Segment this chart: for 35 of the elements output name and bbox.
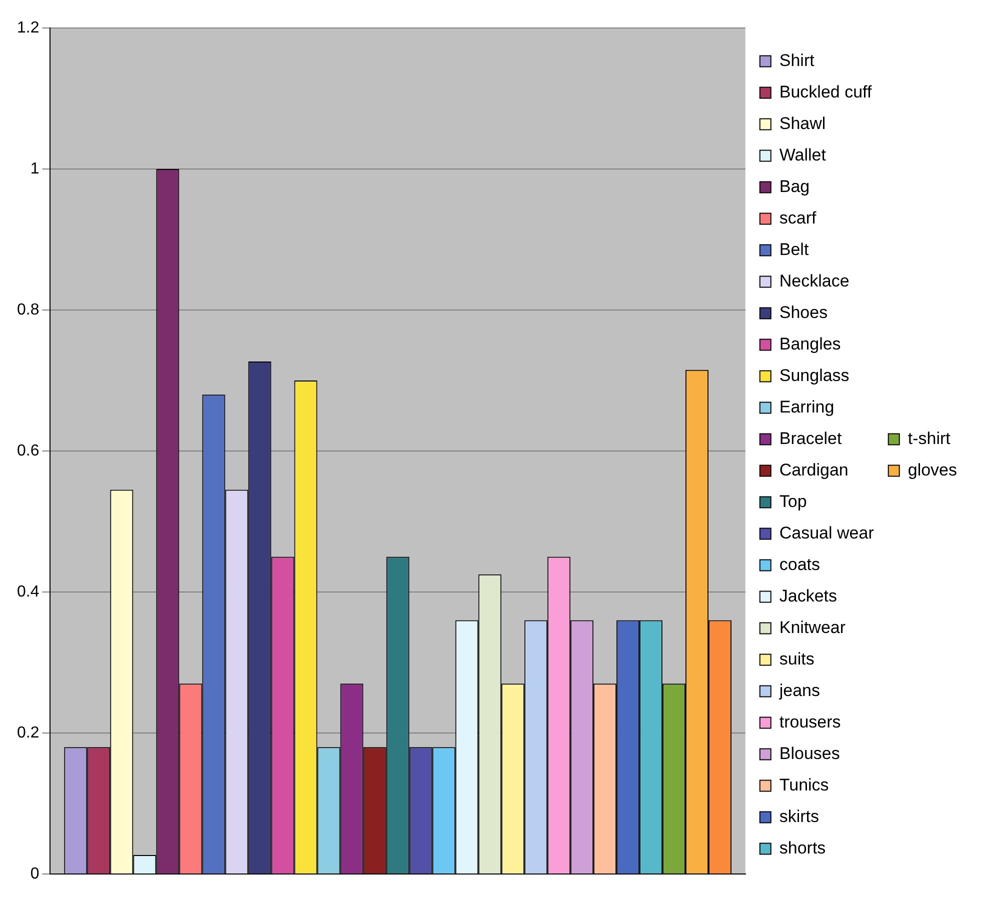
- legend-label: Earring: [779, 397, 834, 416]
- legend-label: scarf: [779, 208, 816, 228]
- legend-label: trousers: [779, 712, 841, 732]
- y-tick-label: 1: [30, 160, 40, 178]
- legend-label: Shirt: [779, 50, 815, 70]
- y-tick-label: 0.2: [16, 724, 40, 742]
- y-tick-label: 0.6: [16, 442, 40, 460]
- legend-label: Jackets: [779, 586, 838, 606]
- legend-label: Buckled cuff: [779, 82, 872, 102]
- legend-label: Bag: [779, 176, 810, 196]
- legend-label: Tunics: [779, 775, 829, 794]
- legend-label: gloves: [908, 460, 957, 480]
- legend-label: Bracelet: [779, 428, 842, 448]
- y-tick-label: 1.2: [16, 19, 40, 36]
- legend-label: Shoes: [779, 302, 828, 322]
- y-tick-label: 0: [30, 865, 40, 882]
- legend-label: skirts: [779, 806, 820, 826]
- legend-label: Necklace: [779, 271, 850, 290]
- legend-label: Top: [779, 492, 807, 511]
- legend-label: Knitwear: [779, 618, 846, 637]
- legend-label: Casual wear: [779, 523, 874, 542]
- y-tick-label: 0.4: [16, 583, 40, 600]
- legend-label: Cardigan: [779, 460, 848, 480]
- legend-label: Sunglass: [779, 366, 850, 385]
- legend-label: suits: [779, 649, 814, 668]
- legend-label: Bangles: [779, 334, 841, 354]
- legend-label: t-shirt: [908, 428, 951, 448]
- legend-label: jeans: [778, 680, 820, 700]
- legend-label: shorts: [779, 838, 826, 858]
- legend-label: Blouses: [779, 744, 840, 763]
- legend-label: Shawl: [779, 114, 826, 133]
- legend-label: Belt: [779, 240, 809, 259]
- legend-label: coats: [779, 554, 820, 574]
- legend-label: Wallet: [779, 145, 826, 164]
- y-tick-label: 0.8: [16, 301, 40, 318]
